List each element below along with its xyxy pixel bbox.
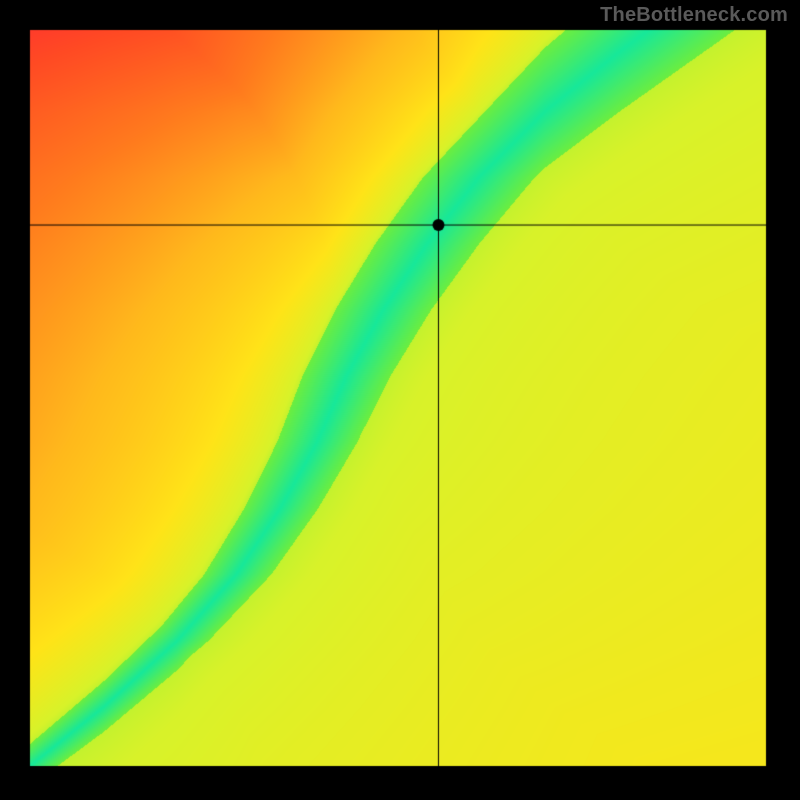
watermark-text: TheBottleneck.com — [600, 4, 788, 27]
heatmap-canvas — [0, 0, 800, 800]
chart-container: TheBottleneck.com — [0, 0, 800, 800]
